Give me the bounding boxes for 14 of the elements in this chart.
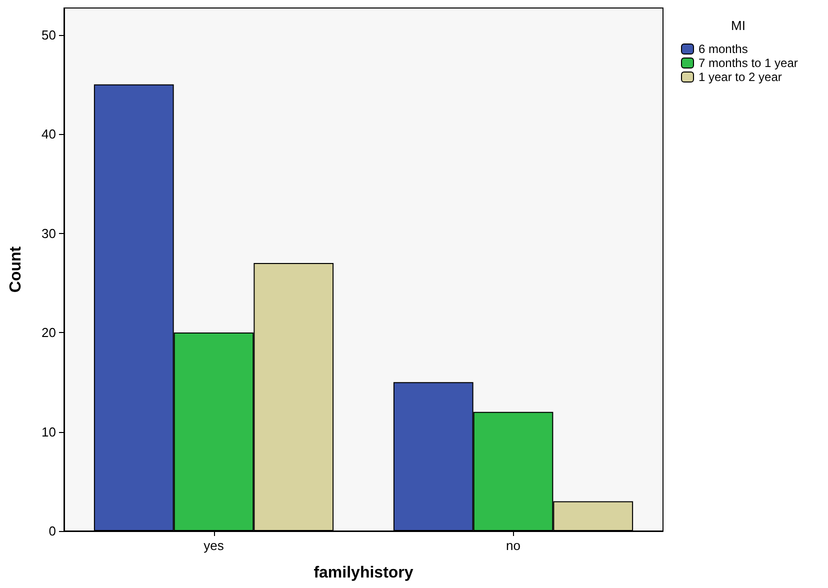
y-tick-label: 20 — [42, 325, 56, 340]
y-tick-label: 0 — [48, 524, 56, 538]
legend-title: MI — [731, 18, 746, 33]
y-tick-label: 10 — [42, 424, 56, 440]
y-tick-label: 30 — [42, 226, 56, 241]
legend-label: 1 year to 2 year — [698, 70, 782, 84]
y-axis-title: Count — [8, 246, 24, 293]
y-tick-label: 40 — [42, 126, 56, 142]
x-tick-label: yes — [204, 538, 224, 553]
x-tick-label: no — [506, 538, 520, 553]
legend-label: 6 months — [698, 42, 748, 56]
legend-label: 7 months to 1 year — [698, 56, 798, 70]
y-tick-label: 50 — [42, 27, 56, 42]
x-axis-title: familyhistory — [314, 564, 414, 582]
